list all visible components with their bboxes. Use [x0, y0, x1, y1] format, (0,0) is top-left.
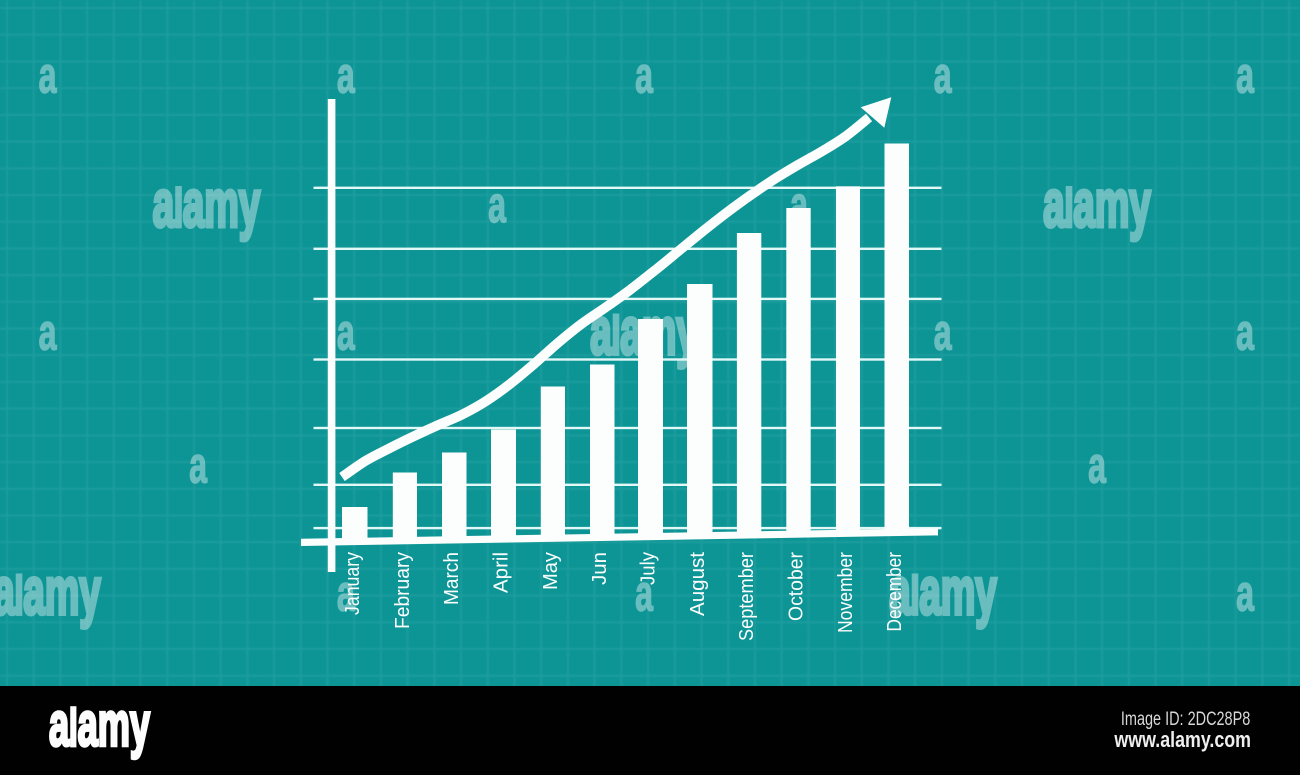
svg-text:October: October — [785, 552, 808, 621]
svg-text:a: a — [1088, 437, 1106, 494]
svg-text:December: December — [883, 552, 906, 632]
svg-text:March: March — [440, 552, 463, 605]
svg-text:a: a — [337, 47, 355, 104]
svg-text:a: a — [934, 47, 952, 104]
svg-text:a: a — [488, 177, 506, 234]
svg-text:April: April — [490, 552, 513, 593]
svg-text:a: a — [39, 304, 57, 361]
svg-text:a: a — [1236, 47, 1254, 104]
svg-text:Jun: Jun — [588, 552, 611, 585]
svg-text:January: January — [341, 551, 364, 615]
svg-text:a: a — [635, 565, 653, 622]
svg-text:a: a — [337, 304, 355, 361]
svg-text:February: February — [391, 551, 414, 629]
svg-text:a: a — [635, 47, 653, 104]
svg-text:a: a — [189, 437, 207, 494]
svg-text:a: a — [1236, 565, 1254, 622]
svg-text:September: September — [735, 552, 758, 641]
svg-text:November: November — [834, 552, 857, 633]
svg-text:alamy: alamy — [1043, 167, 1151, 242]
svg-text:alamy: alamy — [49, 690, 150, 759]
svg-text:a: a — [337, 565, 355, 622]
svg-text:a: a — [934, 304, 952, 361]
svg-text:Image ID: 2DC28P8: Image ID: 2DC28P8 — [1121, 709, 1250, 730]
svg-text:May: May — [539, 551, 562, 590]
svg-text:www.alamy.com: www.alamy.com — [1114, 727, 1251, 752]
svg-text:alamy: alamy — [153, 167, 261, 242]
svg-text:a: a — [1236, 304, 1254, 361]
svg-text:alamy: alamy — [889, 554, 997, 629]
svg-text:a: a — [39, 47, 57, 104]
svg-text:July: July — [637, 551, 660, 585]
svg-text:August: August — [686, 552, 709, 616]
